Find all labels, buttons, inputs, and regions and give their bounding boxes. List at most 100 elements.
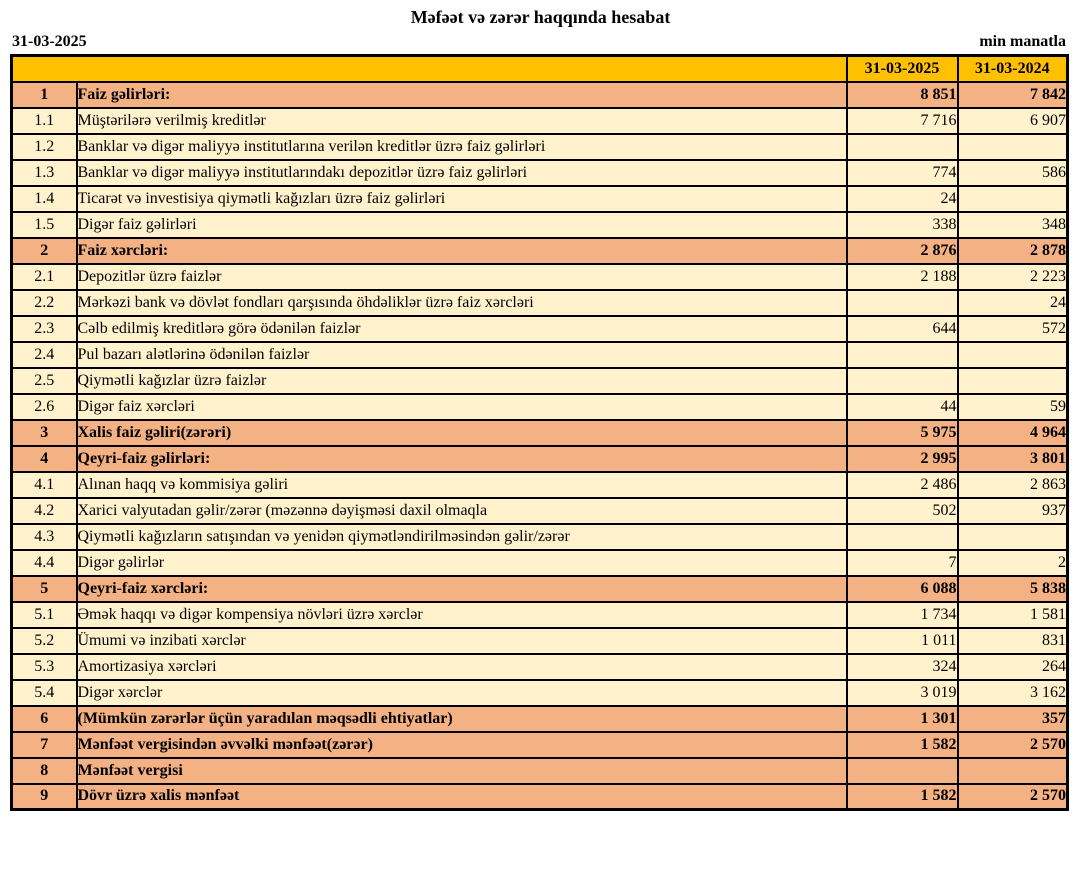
value-2024-cell [956,132,1069,161]
value-2025-cell: 24 [845,184,959,213]
table-row: 5 Qeyri-faiz xərcləri: 6 088 5 838 [10,574,1069,603]
report-meta: 31-03-2025 min manatla [12,33,1066,51]
row-label-cell: Banklar və digər maliyyə institutlarında… [75,158,848,187]
value-2025-cell: 2 876 [845,236,959,265]
value-2024-cell: 6 907 [956,106,1069,135]
value-2025-cell [845,522,959,551]
table-row: 1.2 Banklar və digər maliyyə institutlar… [10,132,1069,161]
row-number-cell: 1.5 [10,210,78,239]
column-header-2025: 31-03-2025 [845,54,959,83]
value-2024-cell: 572 [956,314,1069,343]
value-2024-cell: 2 [956,548,1069,577]
table-row: 9 Dövr üzrə xalis mənfəət 1 582 2 570 [10,782,1069,811]
row-label-cell: Ticarət və investisiya qiymətli kağızlar… [75,184,848,213]
value-2025-cell: 1 582 [845,730,959,759]
table-row: 8 Mənfəət vergisi [10,756,1069,785]
row-number-cell: 7 [10,730,78,759]
row-number-cell: 5.1 [10,600,78,629]
value-2025-cell [845,756,959,785]
row-number-cell: 4 [10,444,78,473]
value-2025-cell: 1 011 [845,626,959,655]
value-2024-cell: 59 [956,392,1069,421]
value-2025-cell [845,340,959,369]
table-row: 3 Xalis faiz gəliri(zərəri) 5 975 4 964 [10,418,1069,447]
row-label-cell: Faiz xərcləri: [75,236,848,265]
row-number-cell: 5 [10,574,78,603]
table-row: 1.1 Müştərilərə verilmiş kreditlər 7 716… [10,106,1069,135]
row-label-cell: Depozitlər üzrə faizlər [75,262,848,291]
value-2024-cell: 5 838 [956,574,1069,603]
table-row: 2.4 Pul bazarı alətlərinə ödənilən faizl… [10,340,1069,369]
value-2024-cell: 3 162 [956,678,1069,707]
row-number-cell: 1.1 [10,106,78,135]
row-label-cell: Digər faiz xərcləri [75,392,848,421]
table-row: 1.4 Ticarət və investisiya qiymətli kağı… [10,184,1069,213]
row-number-cell: 1.3 [10,158,78,187]
table-row: 2.5 Qiymətli kağızlar üzrə faizlər [10,366,1069,395]
value-2025-cell: 2 486 [845,470,959,499]
row-label-cell: Qeyri-faiz xərcləri: [75,574,848,603]
row-number-cell: 2 [10,236,78,265]
value-2025-cell: 2 188 [845,262,959,291]
table-row: 1.3 Banklar və digər maliyyə institutlar… [10,158,1069,187]
row-number-cell: 1.2 [10,132,78,161]
table-header-row: 31-03-2025 31-03-2024 [10,54,1069,83]
table-row: 5.1 Əmək haqqı və digər kompensiya növlə… [10,600,1069,629]
table-row: 7 Mənfəət vergisindən əvvəlki mənfəət(zə… [10,730,1069,759]
row-label-cell: Cəlb edilmiş kreditlərə görə ödənilən fa… [75,314,848,343]
table-row: 2.2 Mərkəzi bank və dövlət fondları qarş… [10,288,1069,317]
value-2025-cell: 502 [845,496,959,525]
value-2025-cell: 324 [845,652,959,681]
row-number-cell: 2.2 [10,288,78,317]
row-label-cell: Mənfəət vergisi [75,756,848,785]
value-2025-cell: 6 088 [845,574,959,603]
table-row: 5.3 Amortizasiya xərcləri 324 264 [10,652,1069,681]
value-2024-cell: 7 842 [956,80,1069,109]
value-2025-cell: 644 [845,314,959,343]
value-2024-cell: 264 [956,652,1069,681]
value-2024-cell [956,522,1069,551]
value-2024-cell: 586 [956,158,1069,187]
row-number-cell: 2.4 [10,340,78,369]
row-number-cell: 1.4 [10,184,78,213]
row-label-cell: (Mümkün zərərlər üçün yaradılan məqsədli… [75,704,848,733]
value-2024-cell: 831 [956,626,1069,655]
value-2024-cell: 937 [956,496,1069,525]
row-label-cell: Pul bazarı alətlərinə ödənilən faizlər [75,340,848,369]
value-2024-cell: 348 [956,210,1069,239]
row-label-cell: Əmək haqqı və digər kompensiya növləri ü… [75,600,848,629]
value-2025-cell: 2 995 [845,444,959,473]
value-2025-cell: 7 [845,548,959,577]
table-row: 6 (Mümkün zərərlər üçün yaradılan məqsəd… [10,704,1069,733]
row-number-cell: 4.4 [10,548,78,577]
table-row: 2.1 Depozitlər üzrə faizlər 2 188 2 223 [10,262,1069,291]
table-row: 1.5 Digər faiz gəlirləri 338 348 [10,210,1069,239]
table-row: 2.3 Cəlb edilmiş kreditlərə görə ödənilə… [10,314,1069,343]
table-row: 4.2 Xarici valyutadan gəlir/zərər (məzən… [10,496,1069,525]
value-2025-cell [845,288,959,317]
row-number-cell: 1 [10,80,78,109]
value-2025-cell: 1 734 [845,600,959,629]
row-number-cell: 3 [10,418,78,447]
value-2024-cell [956,366,1069,395]
table-row: 2 Faiz xərcləri: 2 876 2 878 [10,236,1069,265]
row-number-cell: 4.2 [10,496,78,525]
row-label-cell: Mənfəət vergisindən əvvəlki mənfəət(zərə… [75,730,848,759]
report-date: 31-03-2025 [12,33,87,50]
row-label-cell: Dövr üzrə xalis mənfəət [75,782,848,811]
value-2025-cell: 44 [845,392,959,421]
value-2025-cell: 5 975 [845,418,959,447]
row-label-cell: Qiymətli kağızlar üzrə faizlər [75,366,848,395]
pl-table-body: 31-03-2025 31-03-2024 1 Faiz gəlirləri: … [10,54,1069,811]
row-number-cell: 4.1 [10,470,78,499]
row-number-cell: 2.3 [10,314,78,343]
value-2024-cell: 2 863 [956,470,1069,499]
row-number-cell: 2.5 [10,366,78,395]
row-label-cell: Xalis faiz gəliri(zərəri) [75,418,848,447]
value-2025-cell: 7 716 [845,106,959,135]
value-2024-cell [956,756,1069,785]
value-2024-cell: 1 581 [956,600,1069,629]
row-number-cell: 5.2 [10,626,78,655]
value-2025-cell [845,366,959,395]
